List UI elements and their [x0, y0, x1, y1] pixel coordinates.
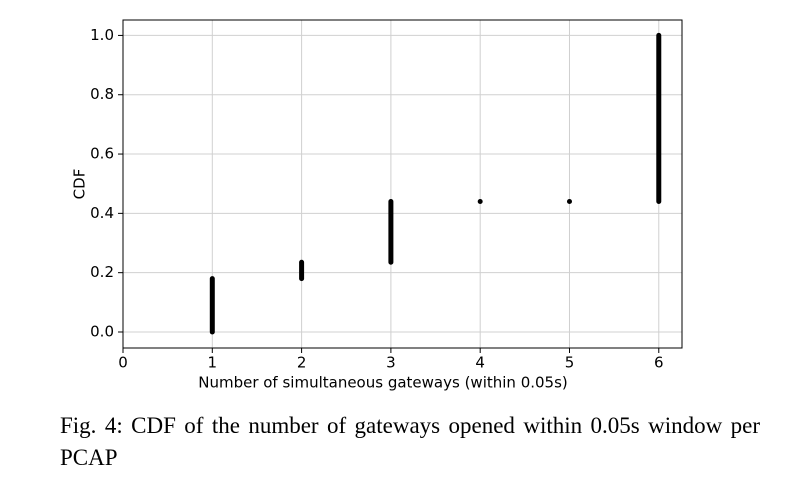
x-tick-label: 6: [654, 354, 664, 372]
y-tick-label: 0.4: [90, 204, 114, 222]
x-tick-label: 5: [565, 354, 575, 372]
x-tick-label: 1: [208, 354, 218, 372]
x-tick-label: 3: [386, 354, 396, 372]
chart: Number of simultaneous gateways (within …: [71, 19, 683, 392]
x-tick-label: 0: [118, 354, 128, 372]
x-tick-label: 4: [475, 354, 485, 372]
plot-frame: [122, 19, 683, 349]
y-axis-label: CDF: [71, 169, 89, 200]
x-axis-label: Number of simultaneous gateways (within …: [198, 374, 568, 392]
y-tick-label: 0.6: [90, 145, 114, 163]
figure-caption: Fig. 4: CDF of the number of gateways op…: [60, 413, 760, 470]
y-tick-label: 0.8: [90, 85, 114, 103]
y-tick-label: 0.0: [90, 322, 114, 340]
y-tick-label: 1.0: [90, 26, 114, 44]
y-tick-label: 0.2: [90, 263, 114, 281]
x-tick-label: 2: [297, 354, 307, 372]
